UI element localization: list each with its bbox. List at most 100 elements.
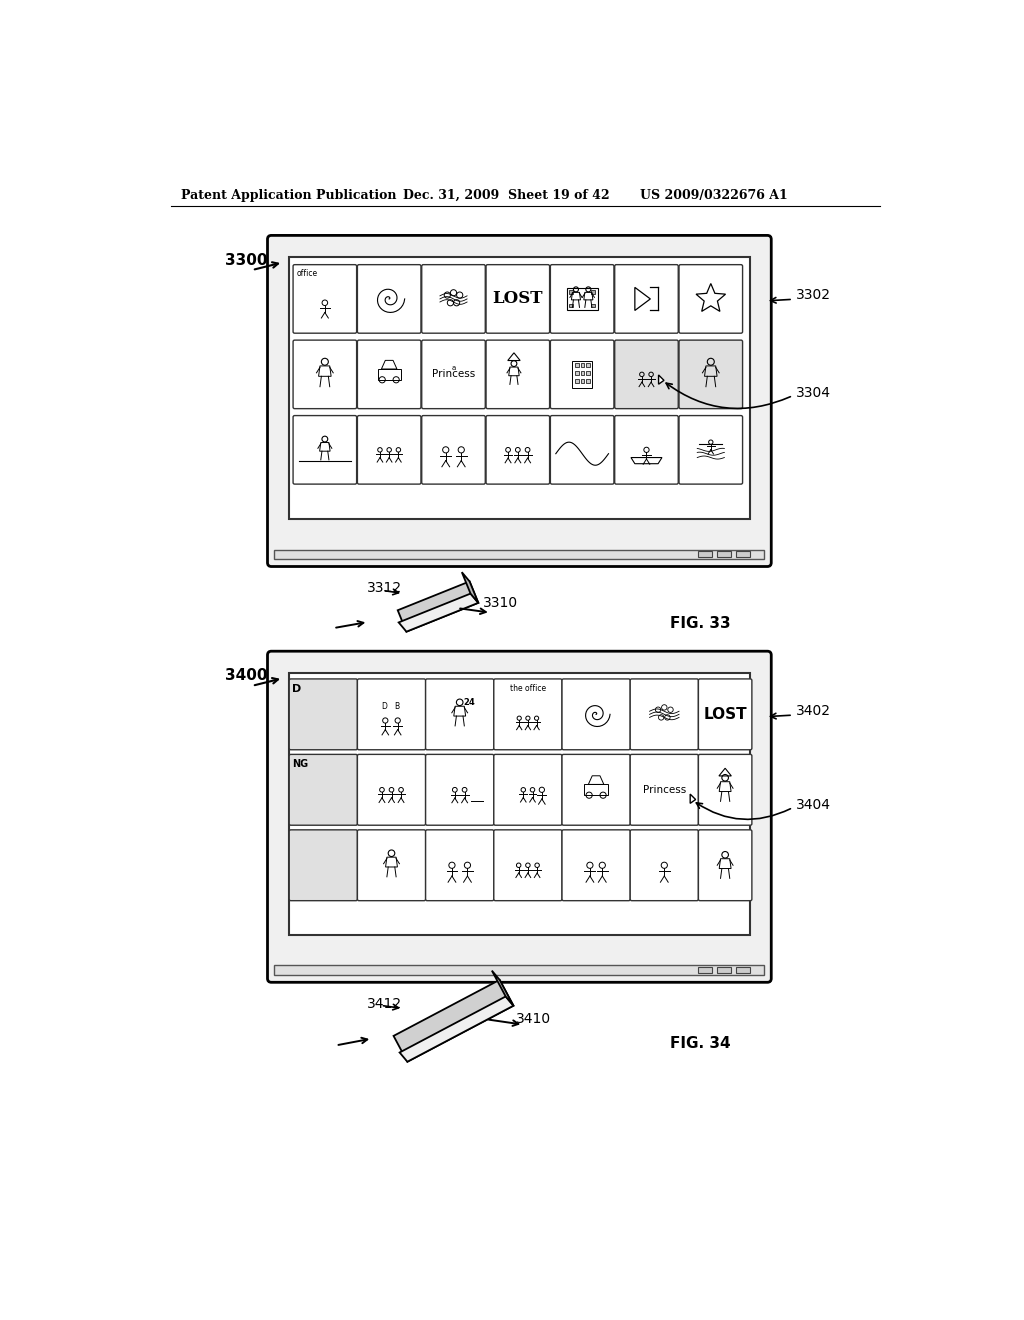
FancyBboxPatch shape xyxy=(679,264,742,333)
Bar xyxy=(289,673,751,935)
Bar xyxy=(592,305,595,308)
FancyBboxPatch shape xyxy=(289,678,357,750)
Bar xyxy=(585,784,607,795)
Text: 3402: 3402 xyxy=(796,705,831,718)
FancyBboxPatch shape xyxy=(562,678,630,750)
FancyBboxPatch shape xyxy=(426,755,494,825)
Bar xyxy=(575,363,579,367)
Text: D: D xyxy=(292,684,301,693)
Bar xyxy=(566,288,598,310)
FancyBboxPatch shape xyxy=(486,264,550,333)
FancyBboxPatch shape xyxy=(289,830,357,900)
Bar xyxy=(274,549,764,558)
FancyBboxPatch shape xyxy=(614,416,678,484)
FancyBboxPatch shape xyxy=(679,416,742,484)
Text: FIG. 34: FIG. 34 xyxy=(671,1036,731,1052)
FancyBboxPatch shape xyxy=(550,416,614,484)
FancyBboxPatch shape xyxy=(550,341,614,409)
Text: 3412: 3412 xyxy=(367,997,401,1011)
FancyBboxPatch shape xyxy=(486,416,550,484)
FancyBboxPatch shape xyxy=(679,341,742,409)
Bar xyxy=(572,360,592,388)
Text: NG: NG xyxy=(292,759,308,770)
Bar xyxy=(289,257,751,519)
FancyBboxPatch shape xyxy=(426,678,494,750)
Bar xyxy=(581,371,585,375)
FancyBboxPatch shape xyxy=(293,416,356,484)
Text: Patent Application Publication: Patent Application Publication xyxy=(180,189,396,202)
FancyBboxPatch shape xyxy=(494,830,562,900)
Polygon shape xyxy=(690,795,695,804)
FancyBboxPatch shape xyxy=(267,651,771,982)
Text: US 2009/0322676 A1: US 2009/0322676 A1 xyxy=(640,189,787,202)
Text: D   B: D B xyxy=(382,702,400,711)
FancyBboxPatch shape xyxy=(422,264,485,333)
FancyBboxPatch shape xyxy=(422,416,485,484)
Bar xyxy=(697,966,712,973)
Text: the office: the office xyxy=(510,684,546,693)
FancyBboxPatch shape xyxy=(357,830,426,900)
Text: Princess: Princess xyxy=(643,785,686,795)
FancyBboxPatch shape xyxy=(562,755,630,825)
Text: LOST: LOST xyxy=(703,706,746,722)
FancyBboxPatch shape xyxy=(486,341,550,409)
Polygon shape xyxy=(462,572,478,603)
Text: 3312: 3312 xyxy=(367,581,401,595)
Bar xyxy=(569,290,572,293)
FancyBboxPatch shape xyxy=(630,755,698,825)
FancyBboxPatch shape xyxy=(494,678,562,750)
Text: 3302: 3302 xyxy=(796,289,831,302)
Bar xyxy=(736,552,751,557)
Bar xyxy=(592,290,595,293)
Text: LOST: LOST xyxy=(493,290,543,308)
Bar xyxy=(575,371,579,375)
Bar xyxy=(581,363,585,367)
FancyBboxPatch shape xyxy=(357,678,426,750)
Bar xyxy=(697,552,712,557)
FancyBboxPatch shape xyxy=(614,341,678,409)
FancyBboxPatch shape xyxy=(357,341,421,409)
FancyBboxPatch shape xyxy=(630,830,698,900)
FancyBboxPatch shape xyxy=(562,830,630,900)
FancyBboxPatch shape xyxy=(289,755,357,825)
Bar xyxy=(575,379,579,383)
Text: a: a xyxy=(452,366,456,371)
Polygon shape xyxy=(658,375,664,384)
Bar xyxy=(569,305,572,308)
FancyBboxPatch shape xyxy=(494,755,562,825)
FancyBboxPatch shape xyxy=(422,341,485,409)
FancyBboxPatch shape xyxy=(357,416,421,484)
FancyBboxPatch shape xyxy=(267,235,771,566)
FancyBboxPatch shape xyxy=(698,678,752,750)
FancyBboxPatch shape xyxy=(614,264,678,333)
Bar xyxy=(717,966,731,973)
Text: 3404: 3404 xyxy=(796,799,831,812)
FancyBboxPatch shape xyxy=(698,755,752,825)
Polygon shape xyxy=(492,970,513,1006)
Text: 3410: 3410 xyxy=(515,1012,551,1026)
Bar xyxy=(587,379,590,383)
FancyBboxPatch shape xyxy=(550,264,614,333)
Text: FIG. 33: FIG. 33 xyxy=(671,616,731,631)
FancyBboxPatch shape xyxy=(630,678,698,750)
FancyBboxPatch shape xyxy=(293,264,356,333)
Text: 3310: 3310 xyxy=(483,597,518,610)
FancyBboxPatch shape xyxy=(357,264,421,333)
Bar xyxy=(717,552,731,557)
Bar xyxy=(736,966,751,973)
Text: 3300: 3300 xyxy=(225,252,267,268)
Polygon shape xyxy=(397,581,478,632)
Bar xyxy=(274,965,764,974)
Text: 3304: 3304 xyxy=(796,387,831,400)
FancyBboxPatch shape xyxy=(426,830,494,900)
FancyBboxPatch shape xyxy=(698,830,752,900)
Bar xyxy=(587,371,590,375)
Text: 3400: 3400 xyxy=(225,668,267,684)
FancyBboxPatch shape xyxy=(357,755,426,825)
Text: 24: 24 xyxy=(463,698,475,708)
Polygon shape xyxy=(399,997,513,1061)
Bar xyxy=(378,370,400,380)
Text: Princess: Princess xyxy=(432,370,475,379)
Polygon shape xyxy=(393,979,513,1061)
Text: office: office xyxy=(297,268,318,277)
